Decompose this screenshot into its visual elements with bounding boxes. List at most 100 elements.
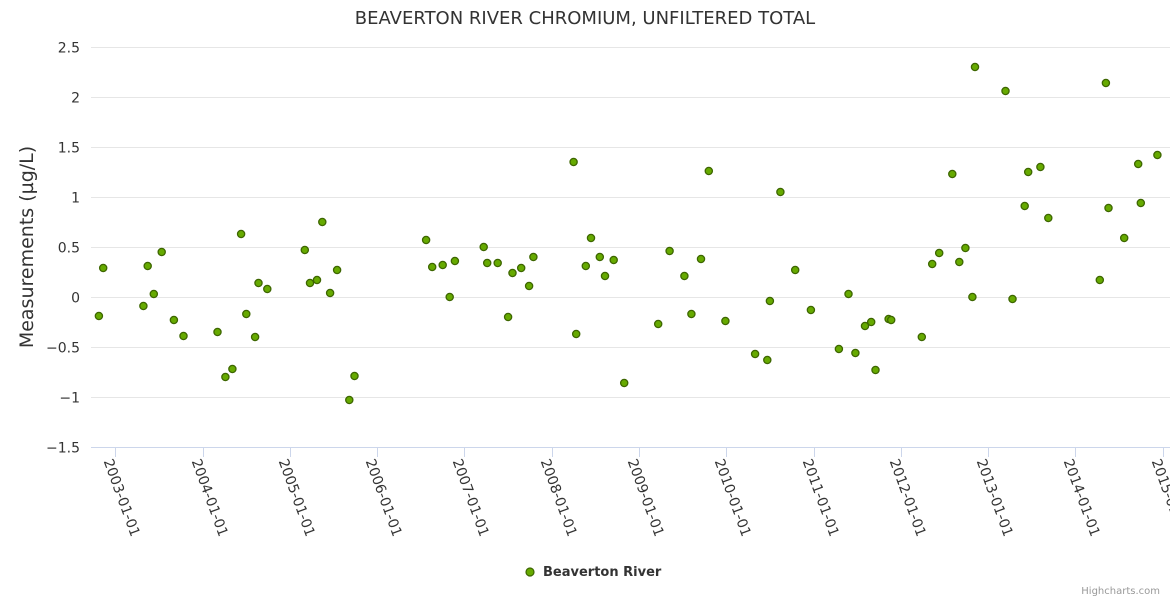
- data-point[interactable]: [586, 233, 596, 243]
- data-point[interactable]: [844, 289, 853, 299]
- data-point[interactable]: [806, 305, 816, 315]
- data-point[interactable]: [479, 242, 488, 252]
- data-point[interactable]: [750, 349, 760, 359]
- data-point[interactable]: [653, 319, 663, 329]
- data-point[interactable]: [493, 258, 502, 268]
- data-point[interactable]: [213, 327, 222, 337]
- data-point[interactable]: [332, 265, 342, 275]
- data-point[interactable]: [242, 309, 251, 319]
- data-point[interactable]: [1101, 78, 1111, 88]
- data-point[interactable]: [139, 301, 148, 311]
- y-tick-label: 2: [71, 91, 80, 107]
- data-point[interactable]: [1133, 159, 1143, 169]
- data-point[interactable]: [581, 261, 591, 271]
- y-axis-label: Measurements (µg/L): [16, 146, 38, 348]
- data-point[interactable]: [143, 261, 152, 271]
- data-point[interactable]: [860, 321, 870, 331]
- y-tick-label: −1.5: [46, 441, 80, 457]
- data-point[interactable]: [1136, 198, 1146, 208]
- data-point[interactable]: [503, 312, 513, 322]
- data-point[interactable]: [1001, 86, 1010, 96]
- data-point[interactable]: [1008, 294, 1017, 304]
- data-point[interactable]: [529, 252, 538, 262]
- data-point[interactable]: [508, 268, 517, 278]
- data-point[interactable]: [934, 248, 944, 258]
- data-point[interactable]: [450, 256, 460, 266]
- data-point[interactable]: [254, 278, 263, 288]
- data-point[interactable]: [179, 331, 188, 341]
- data-point[interactable]: [169, 315, 179, 325]
- data-point[interactable]: [776, 187, 785, 197]
- data-point[interactable]: [300, 245, 310, 255]
- data-point[interactable]: [866, 317, 876, 327]
- data-point[interactable]: [263, 284, 272, 294]
- data-point[interactable]: [445, 292, 454, 302]
- legend-symbol: [525, 567, 535, 577]
- data-point[interactable]: [970, 62, 980, 72]
- data-point[interactable]: [765, 296, 775, 306]
- data-point[interactable]: [149, 289, 159, 299]
- data-point[interactable]: [157, 247, 166, 257]
- data-point[interactable]: [696, 254, 706, 264]
- data-point[interactable]: [680, 271, 689, 281]
- y-tick-label: −0.5: [46, 341, 80, 357]
- data-point[interactable]: [917, 332, 927, 342]
- legend-item-beaverton-river[interactable]: Beaverton River: [543, 565, 662, 580]
- data-point[interactable]: [609, 255, 618, 265]
- data-point[interactable]: [350, 371, 359, 381]
- data-point[interactable]: [763, 355, 772, 365]
- data-point[interactable]: [1020, 201, 1029, 211]
- data-point[interactable]: [438, 260, 447, 270]
- data-point[interactable]: [1104, 203, 1113, 213]
- data-point[interactable]: [250, 332, 260, 342]
- data-point[interactable]: [325, 288, 335, 298]
- data-point[interactable]: [1036, 162, 1045, 172]
- legend[interactable]: Beaverton River: [525, 565, 662, 580]
- data-point[interactable]: [955, 257, 964, 267]
- data-point[interactable]: [871, 365, 880, 375]
- y-tick-label: 0.5: [58, 241, 80, 257]
- data-point[interactable]: [571, 329, 581, 339]
- data-point[interactable]: [345, 395, 354, 405]
- data-point[interactable]: [228, 364, 237, 374]
- data-point[interactable]: [600, 271, 610, 281]
- data-point[interactable]: [790, 265, 800, 275]
- data-point[interactable]: [305, 278, 315, 288]
- credits-link[interactable]: Highcharts.com: [1081, 586, 1160, 597]
- data-point[interactable]: [236, 229, 246, 239]
- data-point[interactable]: [482, 258, 492, 268]
- data-point[interactable]: [595, 252, 605, 262]
- y-axis-ticks: −1.5 −1 −0.5 0 0.5 1 1.5 2 2.5: [46, 41, 80, 457]
- data-point[interactable]: [516, 263, 526, 273]
- data-point[interactable]: [1095, 275, 1105, 285]
- data-point[interactable]: [427, 262, 437, 272]
- data-point[interactable]: [1044, 213, 1053, 223]
- data-point[interactable]: [1023, 167, 1033, 177]
- y-tick-label: −1: [59, 391, 80, 407]
- data-point[interactable]: [851, 348, 860, 358]
- series-points: [94, 62, 1162, 405]
- data-point[interactable]: [569, 157, 578, 167]
- data-point[interactable]: [312, 275, 322, 285]
- data-point[interactable]: [524, 281, 534, 291]
- data-point[interactable]: [721, 316, 730, 326]
- data-point[interactable]: [834, 344, 844, 354]
- data-point[interactable]: [704, 166, 714, 176]
- data-point[interactable]: [1119, 233, 1129, 243]
- data-point[interactable]: [968, 292, 977, 302]
- data-point[interactable]: [927, 259, 937, 269]
- data-point[interactable]: [1153, 150, 1162, 160]
- data-point[interactable]: [98, 263, 108, 273]
- data-point[interactable]: [619, 378, 629, 388]
- data-point[interactable]: [421, 235, 431, 245]
- data-point[interactable]: [221, 372, 230, 382]
- data-point[interactable]: [961, 243, 970, 253]
- data-point[interactable]: [665, 246, 674, 256]
- data-point[interactable]: [94, 311, 104, 321]
- data-point[interactable]: [318, 217, 327, 227]
- data-point[interactable]: [687, 309, 696, 319]
- data-point[interactable]: [886, 315, 896, 325]
- data-point[interactable]: [948, 169, 957, 179]
- y-tick-label: 1.5: [58, 141, 80, 157]
